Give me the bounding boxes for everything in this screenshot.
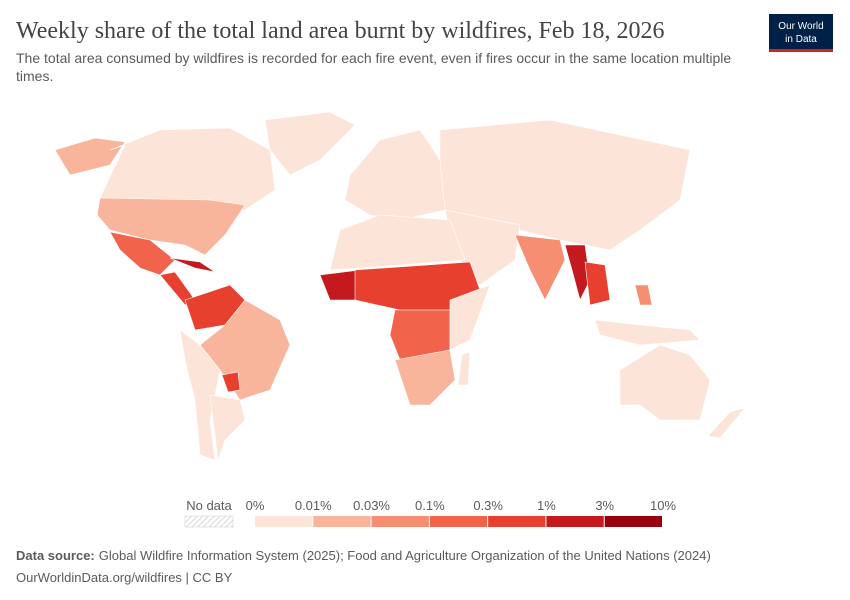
legend-swatch: [371, 516, 429, 527]
legend-swatch: [604, 516, 662, 527]
north-africa: [329, 214, 466, 271]
legend-label: No data: [186, 498, 232, 513]
southern-africa: [394, 349, 456, 406]
argentina: [209, 394, 246, 461]
footer-link[interactable]: OurWorldinData.org/wildfires | CC BY: [16, 570, 233, 585]
australia: [619, 344, 711, 421]
subtitle: The total area consumed by wildfires is …: [16, 50, 732, 84]
legend-swatch: [313, 516, 371, 527]
logo: Our World in Data: [769, 14, 833, 52]
legend-label: 0.1%: [415, 498, 445, 513]
east-africa: [449, 284, 491, 351]
indonesia: [594, 319, 701, 346]
legend-swatch: [429, 516, 488, 527]
alaska: [54, 137, 126, 176]
footer-source: Data source: Global Wildfire Information …: [16, 548, 711, 563]
madagascar: [457, 351, 471, 386]
world-map: [54, 111, 746, 461]
canada: [99, 127, 276, 211]
legend-swatch: [546, 516, 604, 527]
caribbean: [169, 257, 216, 273]
legend-label: 0%: [246, 498, 265, 513]
usa: [96, 197, 246, 256]
logo-bar: [769, 49, 833, 52]
indochina: [584, 261, 611, 306]
west-africa: [319, 269, 361, 301]
greenland: [264, 111, 356, 176]
paraguay: [221, 371, 241, 393]
title: Weekly share of the total land area burn…: [16, 18, 665, 44]
europe: [344, 129, 446, 221]
source-label: Data source:: [16, 548, 95, 563]
logo-text: Our World: [778, 21, 823, 32]
legend-label: 1%: [537, 498, 556, 513]
myanmar: [564, 244, 591, 301]
logo-text: in Data: [785, 34, 817, 45]
legend-label: 0.01%: [295, 498, 332, 513]
philippines: [634, 284, 653, 306]
new-zealand: [707, 407, 746, 439]
no-data-swatch: [184, 515, 234, 528]
legend-label: 3%: [595, 498, 614, 513]
legend-swatch: [255, 516, 313, 527]
legend-label: 0.3%: [473, 498, 503, 513]
andes: [179, 329, 221, 461]
source-text: Global Wildfire Information System (2025…: [99, 548, 711, 563]
logo-box: [769, 14, 833, 50]
subtitle-box: The total area consumed by wildfires is …: [16, 50, 732, 84]
legend-swatch: [488, 516, 546, 527]
legend-label: 10%: [650, 498, 676, 513]
legend: No data 0% 0.01% 0.03% 0.1% 0.3% 1% 3% 10%: [184, 498, 676, 528]
legend-label: 0.03%: [353, 498, 390, 513]
india: [514, 234, 566, 301]
